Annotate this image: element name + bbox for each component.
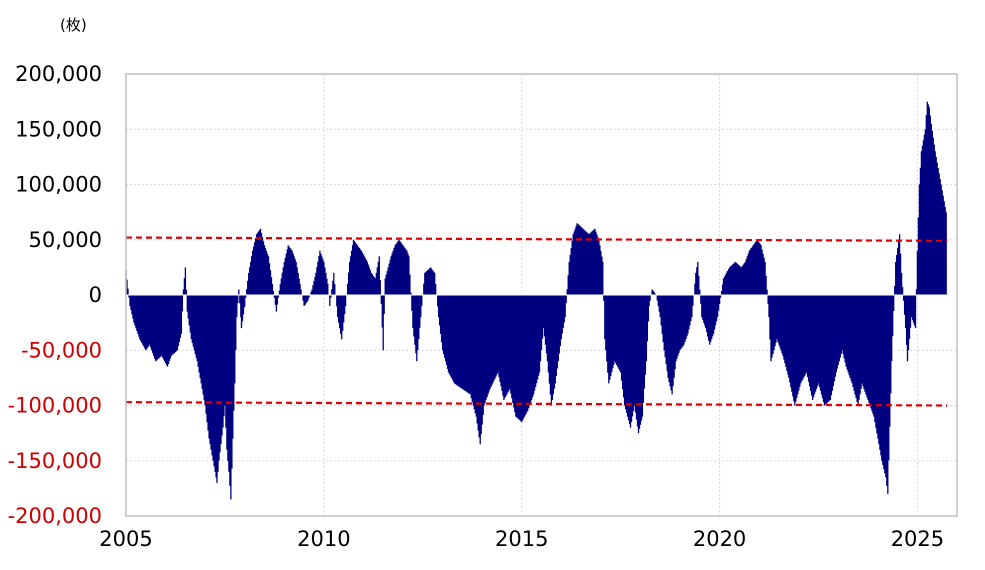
- plot-frame: [125, 73, 958, 517]
- reference-lines: [125, 236, 948, 407]
- y-tick-label-5: -50,000: [21, 338, 102, 362]
- x-tick-label-1: 2010: [297, 527, 350, 551]
- data-series-bars: [125, 101, 947, 500]
- x-tick-label-4: 2025: [891, 527, 944, 551]
- x-tick-label-3: 2020: [693, 527, 746, 551]
- y-tick-labels: 200,000 150,000 100,000 50,000 0 -50,000 -100,…: [8, 62, 102, 528]
- y-tick-label-7: -150,000: [8, 449, 102, 473]
- y-tick-label-8: -200,000: [8, 504, 102, 528]
- y-tick-label-6: -100,000: [8, 394, 102, 418]
- y-tick-label-4: 0: [89, 283, 102, 307]
- x-tick-label-0: 2005: [99, 527, 152, 551]
- data-bars: [125, 101, 957, 500]
- unit-label: (枚): [60, 16, 87, 34]
- y-tick-label-1: 150,000: [15, 117, 102, 141]
- reference-line-0: [125, 236, 948, 242]
- x-tick-labels: 2005 2010 2015 2020 2025: [99, 527, 944, 551]
- y-tick-label-2: 100,000: [15, 173, 102, 197]
- y-tick-label-3: 50,000: [29, 228, 102, 252]
- y-tick-label-0: 200,000: [15, 62, 102, 86]
- reference-line-1: [125, 401, 948, 407]
- x-tick-label-2: 2015: [495, 527, 548, 551]
